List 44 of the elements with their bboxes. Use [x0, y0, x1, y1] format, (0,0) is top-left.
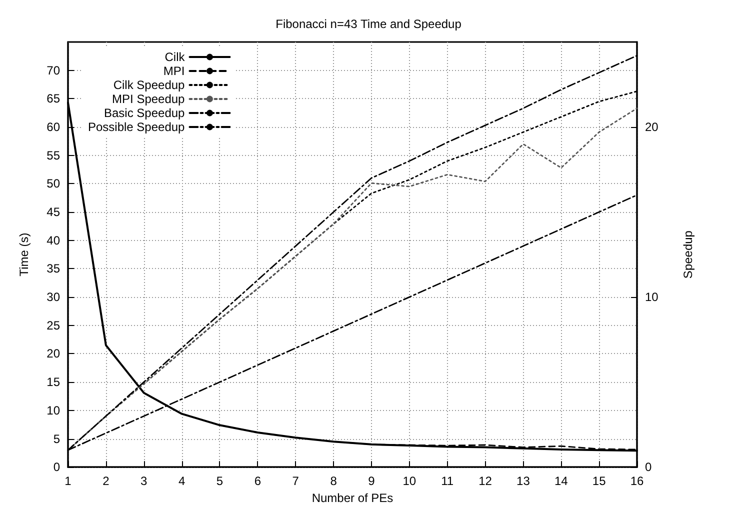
y2-tick-label: 0	[645, 460, 652, 474]
x-tick-label: 10	[402, 474, 416, 488]
x-tick-label: 7	[292, 474, 300, 488]
x-axis-title: Number of PEs	[312, 491, 394, 505]
x-tick-label: 1	[64, 474, 72, 488]
x-tick-label: 4	[178, 474, 186, 488]
y-tick-label: 5	[53, 432, 60, 446]
x-tick-label: 15	[592, 474, 606, 488]
x-tick-label: 12	[478, 474, 492, 488]
legend-label: MPI	[163, 64, 185, 78]
y-tick-label: 55	[46, 148, 60, 162]
y-tick-label: 30	[46, 290, 60, 304]
y-tick-label: 45	[46, 205, 60, 220]
x-tick-label: 8	[330, 474, 338, 488]
y2-tick-label: 20	[645, 120, 659, 134]
x-tick-label: 16	[630, 474, 644, 488]
y-tick-label: 10	[46, 403, 60, 418]
x-tick-label: 9	[368, 474, 376, 488]
y-tick-label: 65	[46, 92, 60, 106]
y-tick-label: 35	[46, 262, 60, 276]
x-tick-label: 13	[516, 474, 530, 488]
legend-label: Basic Speedup	[104, 106, 186, 120]
y-tick-label: 70	[46, 63, 60, 78]
y-axis-title: Time (s)	[17, 232, 31, 276]
y-tick-label: 60	[46, 120, 60, 134]
legend-label: MPI Speedup	[112, 92, 186, 106]
x-tick-label: 6	[254, 474, 262, 488]
y-tick-label: 25	[46, 318, 60, 332]
chart-title: Fibonacci n=43 Time and Speedup	[276, 17, 462, 31]
y2-axis-title: Speedup	[681, 230, 695, 279]
x-tick-label: 11	[441, 474, 454, 488]
y-tick-label: 50	[46, 176, 60, 191]
legend-label: Cilk	[164, 50, 186, 64]
y-tick-label: 15	[46, 375, 60, 390]
y-tick-label: 0	[53, 460, 60, 474]
y-tick-label: 40	[46, 233, 60, 248]
legend-label: Cilk Speedup	[113, 78, 186, 92]
y-tick-label: 20	[46, 346, 60, 361]
x-tick-label: 3	[140, 474, 148, 488]
x-tick-label: 14	[554, 474, 568, 488]
y2-tick-label: 10	[645, 290, 659, 304]
x-tick-label: 5	[216, 474, 224, 488]
legend-label: Possible Speedup	[88, 120, 186, 134]
x-tick-label: 2	[102, 474, 110, 488]
